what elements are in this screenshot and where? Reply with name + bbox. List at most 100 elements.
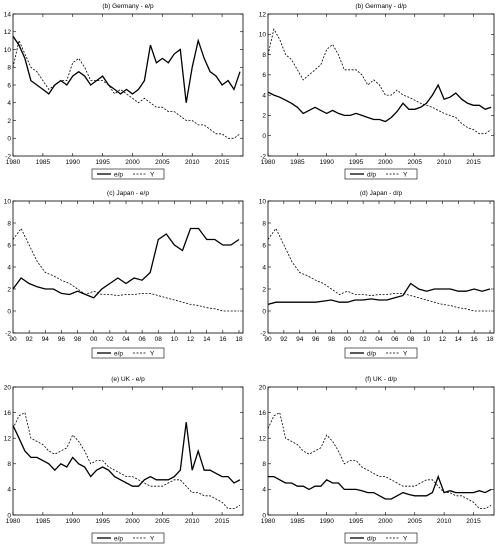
x-tick-label: 02: [106, 336, 114, 343]
x-tick-label: 96: [312, 336, 320, 343]
x-tick-label: 2005: [408, 159, 423, 166]
y-tick-label: 16: [259, 410, 267, 417]
x-tick-label: 90: [9, 336, 17, 343]
chart-panel-1: (b) Germany - e/p -2 0 2 4 6 8 10 12 14 1980 1985 19…: [4, 3, 244, 180]
legend-box: [91, 532, 165, 544]
y-tick-label: 12: [259, 436, 267, 443]
y-tick-label: 8: [7, 461, 11, 468]
x-tick-label: 06: [391, 336, 399, 343]
plot-frame: [267, 200, 495, 334]
y-tick-label: 2: [262, 286, 266, 293]
y-tick-label: 12: [4, 29, 12, 36]
legend-label: d/p: [367, 171, 376, 178]
y-tick-label: 4: [262, 264, 266, 271]
x-tick-label: 12: [439, 336, 447, 343]
x-tick-label: 06: [139, 336, 147, 343]
chart-legend: e/p Y: [91, 532, 165, 544]
x-tick-label: 1990: [66, 159, 81, 166]
x-tick-label: 1985: [36, 518, 51, 525]
y-tick-label: 8: [262, 461, 266, 468]
legend-box: [344, 168, 418, 180]
legend-label: d/p: [367, 535, 376, 542]
x-tick-label: 10: [423, 336, 431, 343]
x-tick-label: 90: [264, 336, 272, 343]
y-tick-label: 20: [259, 384, 267, 391]
y-tick-label: 4: [7, 487, 11, 494]
y-tick-label: 8: [262, 220, 266, 227]
chart-title: (b) Germany - e/p: [102, 3, 154, 10]
x-tick-label: 08: [407, 336, 415, 343]
x-tick-label: 12: [187, 336, 195, 343]
x-tick-label: 14: [203, 336, 211, 343]
x-tick-label: 1995: [95, 518, 110, 525]
chart-legend: e/p Y: [91, 168, 165, 180]
y-tick-label: 10: [4, 198, 12, 205]
y-tick-label: -2: [5, 153, 11, 160]
series-line-dp-0: [267, 83, 492, 123]
y-tick-label: 0: [262, 133, 266, 140]
legend-box: [91, 168, 165, 180]
x-tick-label: 1990: [66, 518, 81, 525]
x-tick-label: 92: [280, 336, 288, 343]
x-tick-label: 1980: [6, 518, 21, 525]
chart-legend: d/p Y: [344, 168, 418, 180]
y-tick-label: 0: [7, 136, 11, 143]
legend-label: Y: [403, 350, 408, 357]
chart-title: (e) UK - e/p: [111, 376, 145, 383]
y-tick-label: 2: [262, 113, 266, 120]
chart-title: (b) Germany - d/p: [355, 3, 407, 10]
x-tick-label: 2015: [215, 518, 230, 525]
x-tick-label: 00: [344, 336, 352, 343]
y-tick-label: 8: [262, 52, 266, 59]
chart-title: (f) UK - d/p: [365, 376, 397, 383]
y-tick-label: 16: [4, 410, 12, 417]
y-tick-label: 14: [4, 11, 12, 18]
y-tick-label: 10: [259, 32, 267, 39]
x-tick-label: 1985: [290, 159, 305, 166]
y-tick-label: 20: [4, 384, 12, 391]
x-tick-label: 2000: [378, 159, 393, 166]
plot-frame: [267, 386, 495, 516]
x-tick-label: 02: [360, 336, 368, 343]
x-tick-label: 96: [58, 336, 66, 343]
y-tick-label: 6: [7, 82, 11, 89]
y-tick-label: -2: [260, 153, 266, 160]
x-tick-label: 94: [296, 336, 304, 343]
y-tick-label: 4: [7, 264, 11, 271]
chart-panel-2: (b) Germany - d/p -2 0 2 4 6 8 10 12 1980 1985 1990…: [259, 3, 495, 180]
series-line-ep-0: [12, 227, 240, 299]
x-tick-label: 1995: [349, 159, 364, 166]
chart-legend: e/p Y: [91, 347, 165, 359]
x-tick-label: 1990: [319, 159, 334, 166]
y-tick-label: 8: [7, 220, 11, 227]
y-tick-label: 6: [7, 242, 11, 249]
legend-label: e/p: [114, 171, 123, 178]
x-tick-label: 2015: [215, 159, 230, 166]
chart-title: (c) Japan - e/p: [107, 190, 149, 197]
x-tick-label: 1980: [261, 518, 276, 525]
x-tick-label: 98: [74, 336, 82, 343]
legend-label: Y: [150, 171, 155, 178]
x-tick-label: 2015: [466, 518, 481, 525]
legend-box: [344, 347, 418, 359]
x-tick-label: 98: [328, 336, 336, 343]
series-line-Y-1: [267, 28, 492, 135]
series-line-Y-1: [12, 411, 241, 510]
x-tick-label: 1990: [319, 518, 334, 525]
legend-label: Y: [150, 535, 155, 542]
x-tick-label: 00: [90, 336, 98, 343]
series-line-Y-1: [267, 227, 490, 312]
x-tick-label: 94: [42, 336, 50, 343]
legend-label: e/p: [114, 350, 123, 357]
x-tick-label: 10: [171, 336, 179, 343]
y-tick-label: 10: [4, 47, 12, 54]
y-tick-label: 6: [262, 72, 266, 79]
x-tick-label: 2005: [155, 159, 170, 166]
plot-frame: [12, 13, 244, 157]
x-tick-label: 18: [235, 336, 243, 343]
plot-frame: [12, 200, 244, 334]
chart-legend: d/p Y: [344, 532, 418, 544]
